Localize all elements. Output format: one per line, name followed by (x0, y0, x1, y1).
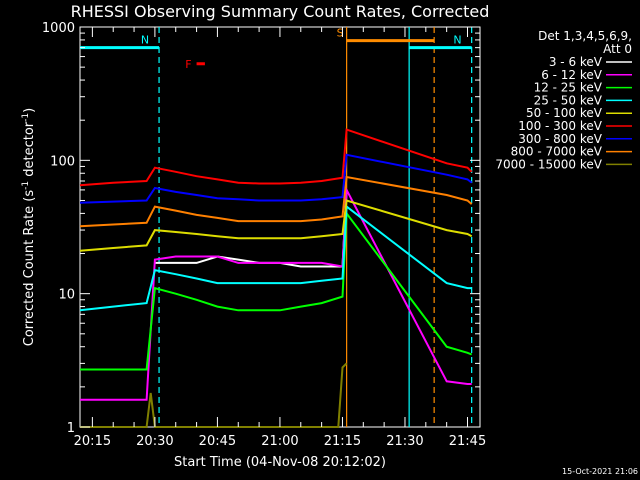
y-tick-label: 100 (50, 154, 75, 169)
x-tick-label: 21:00 (261, 434, 298, 449)
legend-label: 100 - 300 keV (518, 119, 602, 133)
series-line (79, 128, 473, 187)
flag-bars: N N S F (80, 27, 472, 71)
x-tick-label: 20:15 (74, 434, 111, 449)
series-lines (79, 128, 473, 428)
y-tick-label: 10 (58, 288, 75, 303)
y-axis-ticks: 1 10 100 1000 (42, 21, 480, 436)
x-tick-label: 20:45 (199, 434, 236, 449)
legend-label: 12 - 25 keV (534, 81, 603, 95)
flag-label: N (453, 34, 461, 47)
x-tick-label: 21:45 (449, 434, 486, 449)
series-line (79, 153, 473, 204)
series-line (79, 204, 472, 312)
footer-timestamp: 15-Oct-2021 21:06 (562, 467, 638, 476)
legend-label: 800 - 7000 keV (511, 145, 603, 159)
vertical-markers (158, 27, 473, 427)
series-line (80, 362, 348, 428)
legend-header-attenuator: Att 0 (603, 42, 632, 56)
x-axis-label: Start Time (04-Nov-08 20:12:02) (174, 455, 386, 470)
y-tick-label: 1 (67, 421, 75, 436)
series-line (79, 175, 473, 228)
chart-title: RHESSI Observing Summary Count Rates, Co… (71, 2, 490, 21)
x-tick-label: 21:15 (324, 434, 361, 449)
x-tick-label: 21:30 (386, 434, 423, 449)
flag-label: F (185, 58, 191, 71)
series-line (154, 189, 348, 268)
legend-label: 7000 - 15000 keV (495, 157, 602, 171)
series-line (80, 210, 473, 371)
x-axis-ticks: 20:15 20:30 20:45 21:00 21:15 21:30 21:45 (74, 27, 486, 449)
x-tick-label: 20:30 (136, 434, 173, 449)
series-line (79, 199, 473, 252)
flag-label: S (337, 27, 344, 40)
legend-label: 300 - 800 keV (518, 132, 602, 146)
y-axis-label: Corrected Count Rate (s-1 detector-1) (21, 108, 37, 346)
legend-header-detectors: Det 1,3,4,5,6,9, (538, 29, 632, 43)
y-tick-label: 1000 (42, 21, 75, 36)
legend-label: 3 - 6 keV (549, 55, 603, 69)
legend-label: 25 - 50 keV (534, 93, 603, 107)
legend-label: 6 - 12 keV (541, 68, 603, 82)
legend-label: 50 - 100 keV (526, 106, 603, 120)
plot-frame (79, 26, 481, 428)
flag-label: N (141, 34, 149, 47)
